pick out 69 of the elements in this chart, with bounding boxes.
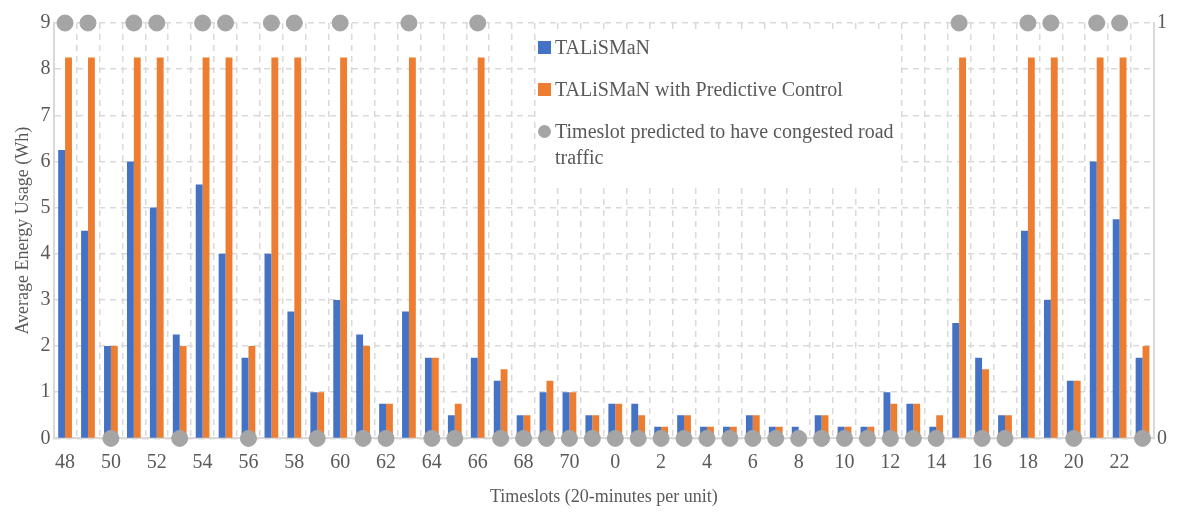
x-tick-label: 48 bbox=[55, 449, 76, 472]
bar bbox=[218, 253, 226, 438]
y-tick-label: 7 bbox=[40, 102, 51, 125]
y-tick-label: 1 bbox=[40, 379, 51, 402]
x-tick-label: 10 bbox=[834, 449, 855, 472]
bar bbox=[1043, 299, 1051, 438]
legend-label: TALiSMaN bbox=[555, 35, 651, 60]
y-tick-label: 6 bbox=[40, 148, 51, 171]
legend-label: TALiSMaN with Predictive Control bbox=[555, 77, 843, 102]
bar bbox=[65, 57, 72, 438]
y-tick-label: 0 bbox=[40, 425, 51, 448]
bar bbox=[340, 57, 348, 438]
bar bbox=[1089, 161, 1097, 438]
bar bbox=[271, 57, 279, 438]
x-tick-label: 6 bbox=[747, 449, 758, 472]
bar bbox=[287, 311, 295, 438]
x-tick-label: 64 bbox=[421, 449, 442, 472]
bar bbox=[470, 357, 478, 438]
legend-label: Timeslot predicted to have congested road traffic bbox=[555, 119, 895, 170]
x-tick-label: 62 bbox=[376, 449, 397, 472]
x-tick-label: 2 bbox=[656, 449, 667, 472]
bar bbox=[1021, 230, 1028, 438]
x-tick-label: 0 bbox=[610, 449, 621, 472]
bar bbox=[133, 57, 141, 438]
bar bbox=[156, 57, 164, 438]
bar bbox=[952, 323, 960, 438]
bar bbox=[81, 230, 88, 438]
bar bbox=[959, 57, 967, 438]
x-tick-label: 18 bbox=[1017, 449, 1038, 472]
y-tick-label: 5 bbox=[40, 194, 51, 217]
bar bbox=[294, 57, 302, 438]
x-tick-label: 60 bbox=[330, 449, 351, 472]
bar bbox=[333, 299, 341, 438]
bar bbox=[477, 57, 485, 438]
bar bbox=[402, 311, 409, 438]
bar bbox=[1027, 57, 1035, 438]
x-tick-label: 20 bbox=[1063, 449, 1084, 472]
bar bbox=[149, 207, 157, 438]
bar bbox=[1096, 57, 1104, 438]
y-tick-label: 4 bbox=[40, 241, 51, 264]
y-tick-label: 3 bbox=[40, 287, 51, 310]
bar bbox=[408, 57, 416, 438]
x-tick-label: 14 bbox=[926, 449, 947, 472]
x-tick-label: 58 bbox=[284, 449, 305, 472]
x-tick-label: 50 bbox=[100, 449, 121, 472]
y2-tick-label: 0 bbox=[1157, 425, 1167, 448]
x-tick-label: 16 bbox=[972, 449, 993, 472]
y-tick-label: 8 bbox=[40, 56, 51, 79]
x-tick-label: 54 bbox=[192, 449, 213, 472]
x-axis-title: Timeslots (20-minutes per unit) bbox=[489, 485, 718, 507]
y-tick-label: 9 bbox=[40, 10, 51, 33]
bar bbox=[1112, 219, 1120, 438]
x-tick-label: 22 bbox=[1109, 449, 1130, 472]
x-tick-label: 70 bbox=[559, 449, 580, 472]
x-tick-label: 4 bbox=[701, 449, 712, 472]
x-tick-label: 52 bbox=[146, 449, 167, 472]
x-tick-label: 68 bbox=[513, 449, 534, 472]
bar bbox=[87, 57, 95, 438]
x-tick-label: 66 bbox=[467, 449, 488, 472]
y2-tick-label: 1 bbox=[1157, 10, 1167, 33]
x-tick-label: 56 bbox=[238, 449, 259, 472]
bar bbox=[195, 184, 203, 438]
bar bbox=[126, 161, 134, 438]
y-tick-label: 2 bbox=[40, 333, 51, 356]
bar bbox=[58, 149, 66, 438]
x-tick-label: 12 bbox=[880, 449, 901, 472]
bar bbox=[1050, 57, 1058, 438]
y-axis-title: Average Energy Usage (Wh) bbox=[11, 126, 33, 335]
x-tick-label: 8 bbox=[793, 449, 804, 472]
